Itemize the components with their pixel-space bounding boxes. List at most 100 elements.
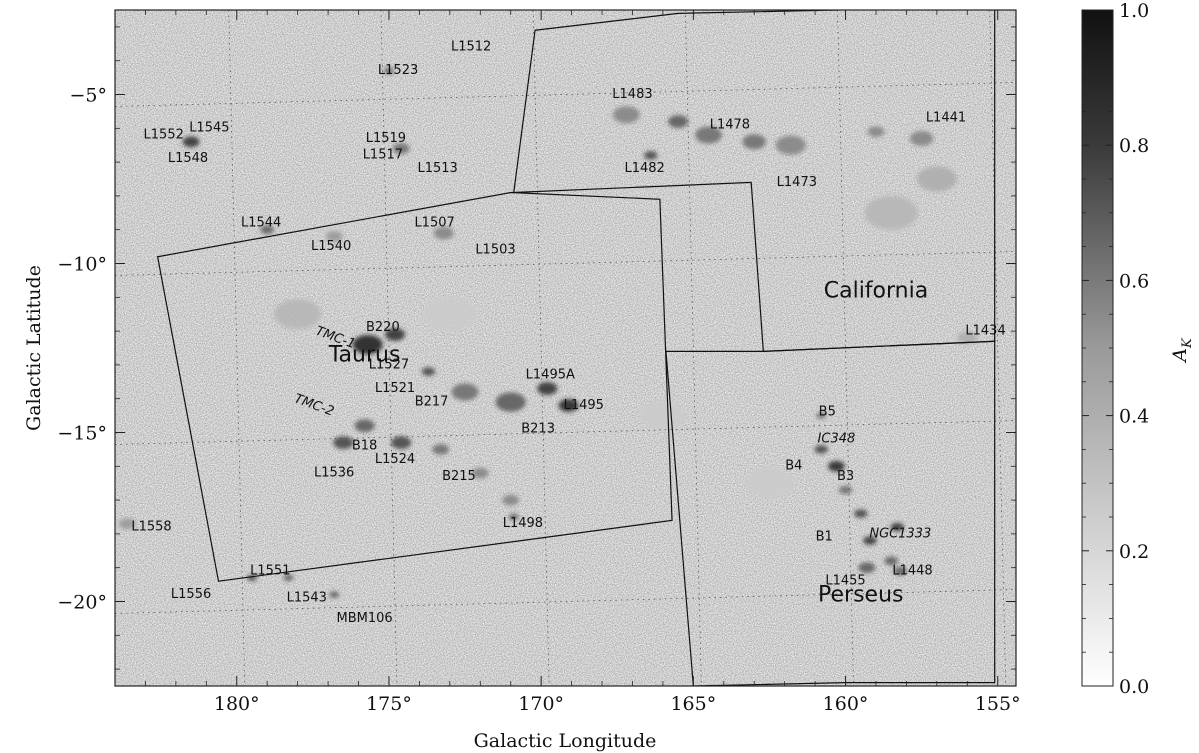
cloud-label: L1482 xyxy=(624,161,664,176)
colorbar-tick-label: 0.2 xyxy=(1119,541,1149,563)
cloud-label: L1517 xyxy=(363,148,403,163)
extinction-clump xyxy=(867,126,885,138)
y-tick-label: −20° xyxy=(57,592,107,614)
taurus-box xyxy=(156,191,673,582)
extinction-clump xyxy=(854,509,868,518)
cloud-label: L1544 xyxy=(241,215,281,230)
region-boundaries xyxy=(156,10,996,686)
extinction-clump xyxy=(957,331,978,345)
extinction-clump xyxy=(639,400,687,431)
extinction-clump xyxy=(864,195,918,230)
extinction-clump xyxy=(471,467,489,479)
extinction-clump xyxy=(863,536,877,545)
cloud-label: L1527 xyxy=(369,357,409,372)
extinction-clump xyxy=(890,522,904,532)
cloud-label: B4 xyxy=(785,459,802,474)
region-label: California xyxy=(824,278,928,303)
cloud-label: L1434 xyxy=(965,323,1005,338)
cloud-label: L1543 xyxy=(287,591,327,606)
y-axis-title: Galactic Latitude xyxy=(23,265,45,431)
colorbar-title-main: A xyxy=(1169,348,1191,364)
cloud-label: L1552 xyxy=(144,127,184,142)
map-plot-area: L1512 L1523 L1483 L1478 L1441 L1552 L1545 L1548… xyxy=(115,10,1016,686)
extinction-clump xyxy=(433,226,454,240)
cloud-label: L1523 xyxy=(378,63,418,78)
cloud-label: MBM106 xyxy=(337,611,393,626)
noise-texture xyxy=(115,10,1016,686)
cloud-label: IC348 xyxy=(818,432,856,447)
extinction-clump xyxy=(274,299,322,330)
cloud-label: L1558 xyxy=(131,520,171,535)
extinction-clump xyxy=(893,566,908,576)
colorbar-tick-label: 0.4 xyxy=(1119,406,1149,428)
extinction-clump xyxy=(695,126,722,144)
region-labels: Taurus California Perseus xyxy=(328,278,928,607)
extinction-clump xyxy=(816,412,827,419)
cloud-label: L1478 xyxy=(710,117,750,132)
extinction-clump xyxy=(502,494,520,506)
perseus-box xyxy=(665,340,996,686)
cloud-label: L1556 xyxy=(171,587,211,602)
extinction-clump xyxy=(423,297,477,332)
cloud-label: B18 xyxy=(352,438,377,453)
cloud-label: L1503 xyxy=(475,242,515,257)
extinction-clump xyxy=(612,106,640,124)
extinction-clump xyxy=(283,574,294,582)
extinction-clump xyxy=(508,513,519,521)
extinction-clump xyxy=(668,115,689,128)
extinction-clump xyxy=(421,367,436,376)
y-tick-label: −10° xyxy=(57,254,107,276)
region-label: Perseus xyxy=(818,583,903,608)
colorbar-tick-label: 0.8 xyxy=(1119,135,1149,157)
extinction-clump xyxy=(352,335,383,355)
cloud-label: B1 xyxy=(816,530,833,545)
cloud-label: L1495A xyxy=(526,367,575,382)
axis-ticks: 180° 175° 170° 165° 160° 155° −5° −10° −15° −20° xyxy=(57,10,1021,715)
cloud-label: L1545 xyxy=(189,121,229,136)
cloud-label: L1473 xyxy=(777,175,817,190)
extinction-clump xyxy=(775,135,806,155)
cloud-label: NGC1333 xyxy=(869,526,931,541)
extinction-clump xyxy=(354,419,375,433)
cloud-label: B220 xyxy=(366,320,400,335)
cloud-label: L1441 xyxy=(926,111,966,126)
x-tick-label: 180° xyxy=(214,693,260,715)
extinction-clump xyxy=(182,136,200,148)
extinction-clump xyxy=(744,467,795,500)
extinction-clump xyxy=(333,436,354,450)
extinction-clump xyxy=(451,383,479,401)
x-axis-title: Galactic Longitude xyxy=(474,730,657,752)
cloud-label: L1524 xyxy=(375,452,415,467)
cloud-label: B213 xyxy=(521,422,555,437)
cloud-label: L1448 xyxy=(892,563,932,578)
extinction-clump xyxy=(858,562,876,574)
extinction-clump xyxy=(644,151,658,160)
extinction-clump xyxy=(814,445,828,454)
cloud-label: B5 xyxy=(819,405,836,420)
extinction-clump xyxy=(828,460,845,472)
colorbar-tick-label: 0.6 xyxy=(1119,270,1149,292)
extinction-clump xyxy=(558,399,579,412)
y-tick-label: −5° xyxy=(69,85,107,107)
extinction-clump xyxy=(432,444,450,455)
extinction-clump xyxy=(916,166,957,192)
extinction-clump xyxy=(392,143,410,154)
cloud-label: L1495 xyxy=(564,398,604,413)
colorbar xyxy=(1081,9,1114,687)
extinction-clumps xyxy=(118,67,978,598)
cloud-label: B3 xyxy=(837,469,854,484)
extinction-clump xyxy=(260,225,274,234)
x-tick-label: 160° xyxy=(823,693,869,715)
colorbar-ticks: 0.0 0.2 0.4 0.6 0.8 1.0 xyxy=(1082,0,1149,698)
extinction-clump xyxy=(118,518,136,530)
cloud-label: B215 xyxy=(442,469,476,484)
extinction-clump xyxy=(329,591,340,598)
extinction-clump xyxy=(537,382,558,395)
cloud-label: L1540 xyxy=(311,239,351,254)
plot-frame xyxy=(114,9,1017,687)
cloud-label: B217 xyxy=(415,394,449,409)
colorbar-title-sub: K xyxy=(1180,337,1195,349)
x-tick-label: 155° xyxy=(975,693,1021,715)
cloud-label: L1548 xyxy=(168,151,208,166)
extinction-clump xyxy=(838,485,853,495)
